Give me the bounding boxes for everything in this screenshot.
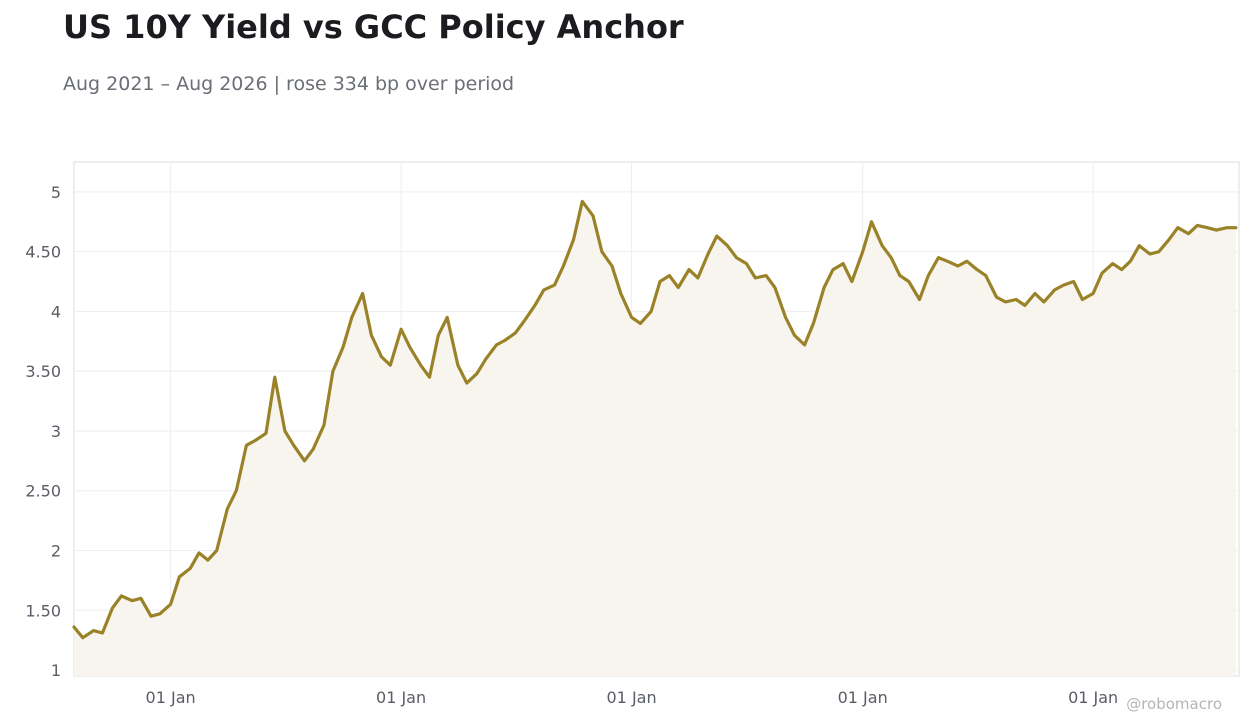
y-tick-label: 5: [51, 183, 61, 202]
chart-title: US 10Y Yield vs GCC Policy Anchor: [63, 8, 684, 46]
x-tick-label: 01 Jan: [146, 688, 196, 707]
watermark-label: @robomacro: [1126, 695, 1222, 713]
tick-labels: 1 1.50 2 2.50 3 3.50 4 4.50 5 01 Jan 01 Jan 01 Jan 0…: [25, 183, 1118, 707]
y-tick-label: 4: [51, 302, 61, 321]
x-tick-label: 01 Jan: [607, 688, 657, 707]
y-tick-label: 2.50: [25, 482, 61, 501]
x-tick-label: 01 Jan: [838, 688, 888, 707]
y-tick-label: 1: [51, 661, 61, 680]
y-tick-label: 3: [51, 422, 61, 441]
y-tick-label: 4.50: [25, 243, 61, 262]
series-line: [72, 199, 1238, 640]
x-tick-label: 01 Jan: [376, 688, 426, 707]
y-tick-label: 1.50: [25, 601, 61, 620]
x-tick-label: 01 Jan: [1068, 688, 1118, 707]
y-tick-label: 2: [51, 541, 61, 560]
area-layer: [72, 199, 1238, 676]
y-tick-label: 3.50: [25, 362, 61, 381]
chart-subtitle: Aug 2021 – Aug 2026 | rose 334 bp over p…: [63, 73, 515, 95]
series-area-fill: [74, 201, 1236, 676]
